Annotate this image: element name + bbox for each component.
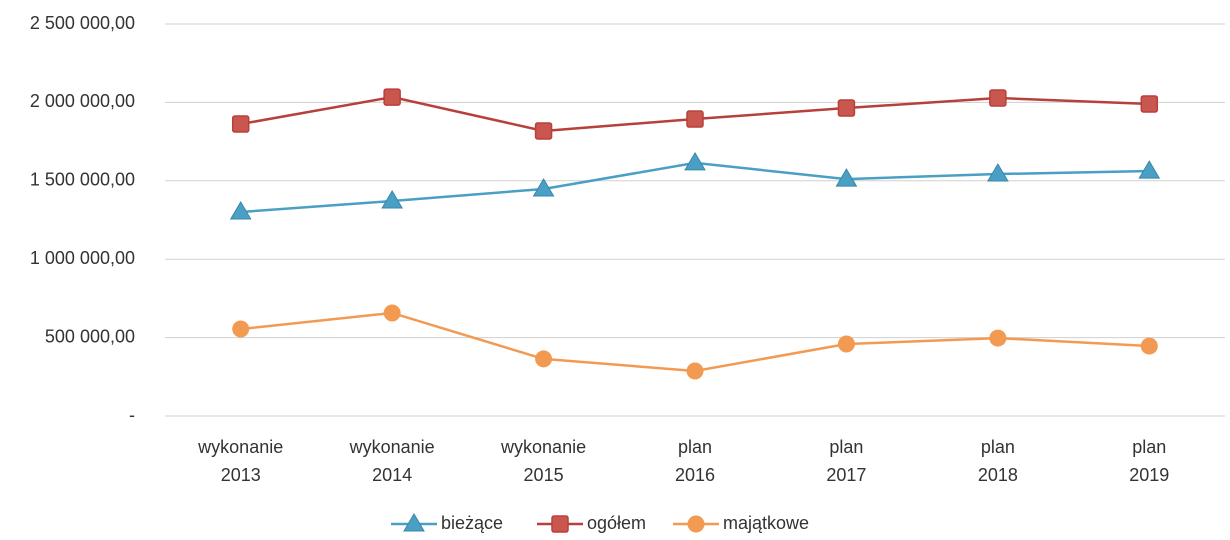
marker: [232, 320, 250, 338]
x-tick-label: plan 2018: [978, 437, 1018, 485]
x-tick-label: plan 2019: [1129, 437, 1169, 485]
x-tick-label: plan 2017: [826, 437, 866, 485]
marker: [686, 362, 704, 380]
legend-label: majątkowe: [723, 513, 809, 533]
marker: [687, 515, 705, 533]
marker: [532, 177, 555, 197]
x-tick-label: wykonanie 2013: [197, 437, 283, 485]
y-tick-label: 1 500 000,00: [30, 170, 135, 190]
x-tick-label: wykonanie 2015: [500, 437, 586, 485]
marker: [989, 329, 1007, 347]
y-tick-label: 2 000 000,00: [30, 91, 135, 111]
marker: [229, 201, 252, 220]
y-tick-label: 500 000,00: [45, 326, 135, 346]
y-tick-label: -: [129, 405, 135, 425]
marker: [837, 99, 856, 117]
marker: [986, 163, 1009, 182]
series-line: [240, 311, 1150, 373]
x-tick-label: wykonanie 2014: [349, 437, 435, 485]
legend-label: bieżące: [441, 513, 503, 533]
marker: [381, 190, 404, 209]
x-tick-label: plan 2016: [675, 437, 715, 485]
marker: [551, 515, 569, 533]
marker: [837, 335, 855, 353]
marker: [403, 513, 425, 532]
marker: [1138, 160, 1161, 179]
marker: [535, 350, 553, 368]
marker: [231, 115, 250, 133]
marker: [835, 168, 858, 187]
marker: [1140, 95, 1159, 113]
legend: bieżące ogółem majątkowe: [391, 513, 809, 533]
marker: [383, 88, 401, 106]
marker: [383, 304, 401, 322]
y-tick-label: 2 500 000,00: [30, 13, 135, 33]
marker: [989, 89, 1007, 107]
y-tick-label: 1 000 000,00: [30, 248, 135, 268]
marker: [1140, 337, 1158, 355]
marker: [684, 151, 706, 171]
legend-label: ogółem: [587, 513, 646, 533]
marker: [686, 110, 704, 128]
marker: [534, 122, 553, 140]
